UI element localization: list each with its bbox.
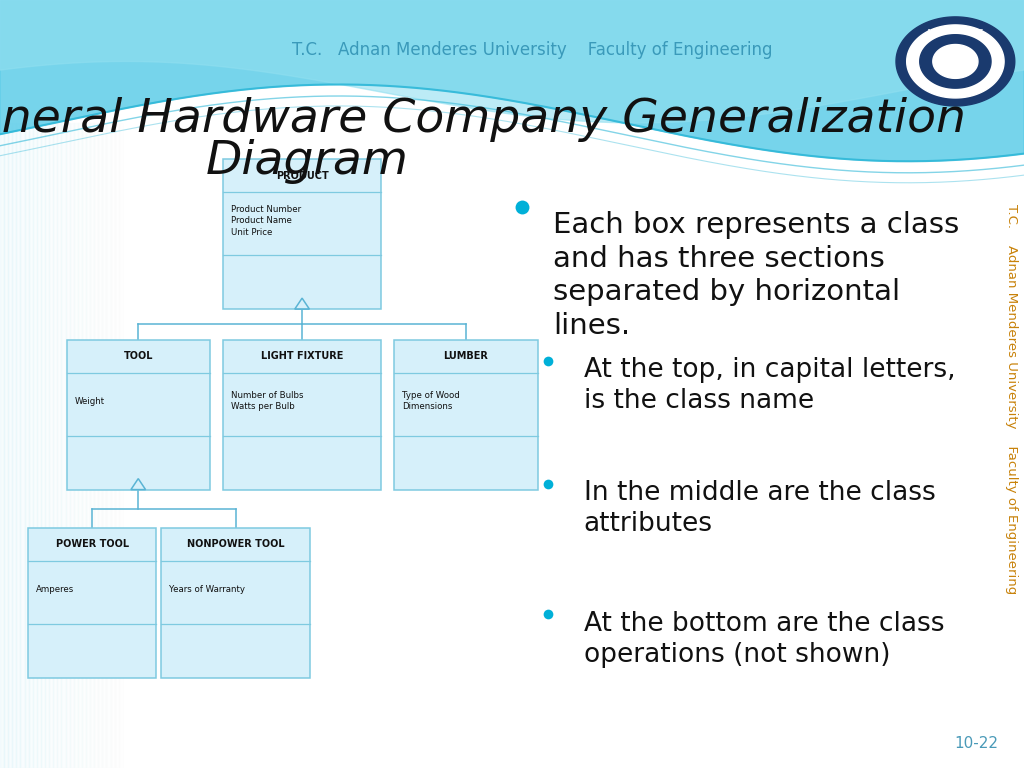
Polygon shape [896,17,1015,106]
Text: POWER TOOL: POWER TOOL [55,539,129,549]
Bar [222,339,381,490]
Text: Each box represents a class
and has three sections
separated by horizontal
lines: Each box represents a class and has thre… [553,211,959,339]
Bar [394,339,538,490]
Text: Diagram: Diagram [206,139,409,184]
Text: ADNAN MENDERES: ADNAN MENDERES [927,28,984,34]
Text: Years of Warranty: Years of Warranty [170,584,246,594]
Bar [67,339,210,490]
Text: LIGHT FIXTURE: LIGHT FIXTURE [261,351,343,361]
Polygon shape [906,25,1005,98]
Text: General Hardware Company Generalization: General Hardware Company Generalization [0,97,966,141]
Text: In the middle are the class
attributes: In the middle are the class attributes [584,480,936,537]
Polygon shape [933,45,978,78]
Text: TOOL: TOOL [124,351,153,361]
Text: 1992: 1992 [948,51,963,56]
Text: At the top, in capital letters,
is the class name: At the top, in capital letters, is the c… [584,357,955,414]
Text: LUMBER: LUMBER [443,351,488,361]
Text: At the bottom are the class
operations (not shown): At the bottom are the class operations (… [584,611,944,667]
Text: T.C.    Adnan Menderes University    Faculty of Engineering: T.C. Adnan Menderes University Faculty o… [1006,204,1018,594]
Text: Amperes: Amperes [37,584,75,594]
Text: Type of Wood
Dimensions: Type of Wood Dimensions [402,391,460,412]
Bar [222,160,381,310]
Text: 10-22: 10-22 [954,736,998,751]
Text: Weight: Weight [75,396,104,406]
Bar [28,528,156,678]
Text: T.C.   Adnan Menderes University    Faculty of Engineering: T.C. Adnan Menderes University Faculty o… [292,41,773,59]
Polygon shape [920,35,991,88]
Text: UNIVERSITESI: UNIVERSITESI [936,89,975,94]
Text: Product Number
Product Name
Unit Price: Product Number Product Name Unit Price [230,204,301,237]
Text: Number of Bulbs
Watts per Bulb: Number of Bulbs Watts per Bulb [230,391,303,412]
Text: PRODUCT: PRODUCT [275,170,329,180]
Bar [162,528,309,678]
Text: NONPOWER TOOL: NONPOWER TOOL [186,539,285,549]
